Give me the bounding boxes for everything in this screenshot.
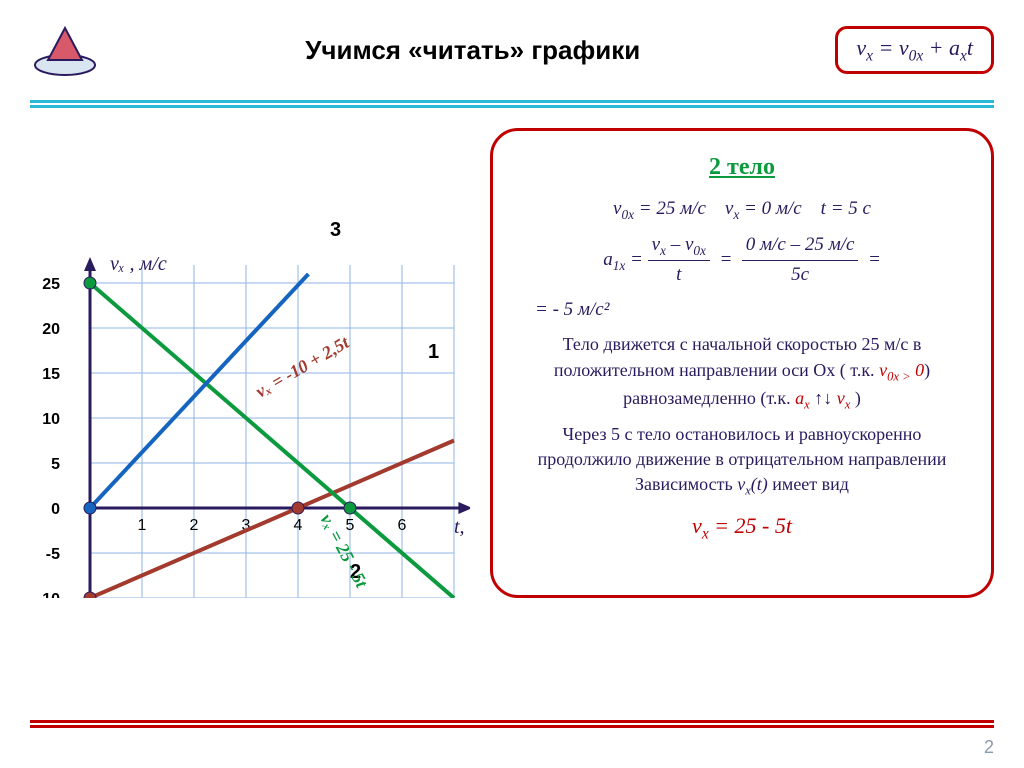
svg-text:t, c: t, c (454, 516, 470, 538)
svg-text:10: 10 (42, 411, 60, 428)
svg-text:-10: -10 (37, 591, 60, 598)
svg-text:20: 20 (42, 321, 60, 338)
svg-text:25: 25 (42, 276, 60, 293)
body-text-1: Тело движется с начальной скоростью 25 м… (515, 332, 969, 414)
divider-top (30, 100, 994, 108)
svg-text:1: 1 (138, 517, 147, 534)
svg-text:2: 2 (190, 517, 199, 534)
svg-text:5: 5 (346, 517, 355, 534)
header-formula: vx = v0x + axt (835, 26, 994, 74)
svg-text:3: 3 (330, 219, 341, 241)
svg-text:1: 1 (428, 341, 439, 363)
svg-text:-5: -5 (46, 546, 60, 563)
svg-text:6: 6 (398, 517, 407, 534)
svg-text:15: 15 (42, 366, 60, 383)
svg-text:0: 0 (51, 501, 60, 518)
page-number: 2 (984, 737, 994, 758)
final-equation: vx = 25 - 5t (515, 509, 969, 546)
divider-bottom (30, 720, 994, 728)
velocity-chart: 1 2 3 4 5 6 -10 -5 0 5 10 15 20 25 t, c vₓ , м/с 1 vₓ = -… (30, 128, 470, 598)
accel-result: = - 5 м/с² (515, 296, 969, 325)
page-title: Учимся «читать» графики (110, 35, 835, 66)
body-text-2: Через 5 с тело остановилось и равноускор… (515, 422, 969, 501)
body2-title: 2 тело (515, 149, 969, 185)
acceleration-calc: a1x = vx – v0xt = 0 м/с – 25 м/с5с = (515, 231, 969, 290)
body2-analysis-box: 2 тело v0x = 25 м/с vx = 0 м/с t = 5 c a… (490, 128, 994, 598)
given-values: v0x = 25 м/с vx = 0 м/с t = 5 c (515, 195, 969, 225)
svg-text:5: 5 (51, 456, 60, 473)
svg-text:vₓ = -10 + 2,5t: vₓ = -10 + 2,5t (252, 332, 353, 402)
svg-text:4: 4 (294, 517, 303, 534)
svg-text:vₓ , м/с: vₓ , м/с (110, 253, 167, 275)
decorative-icon (30, 20, 110, 80)
